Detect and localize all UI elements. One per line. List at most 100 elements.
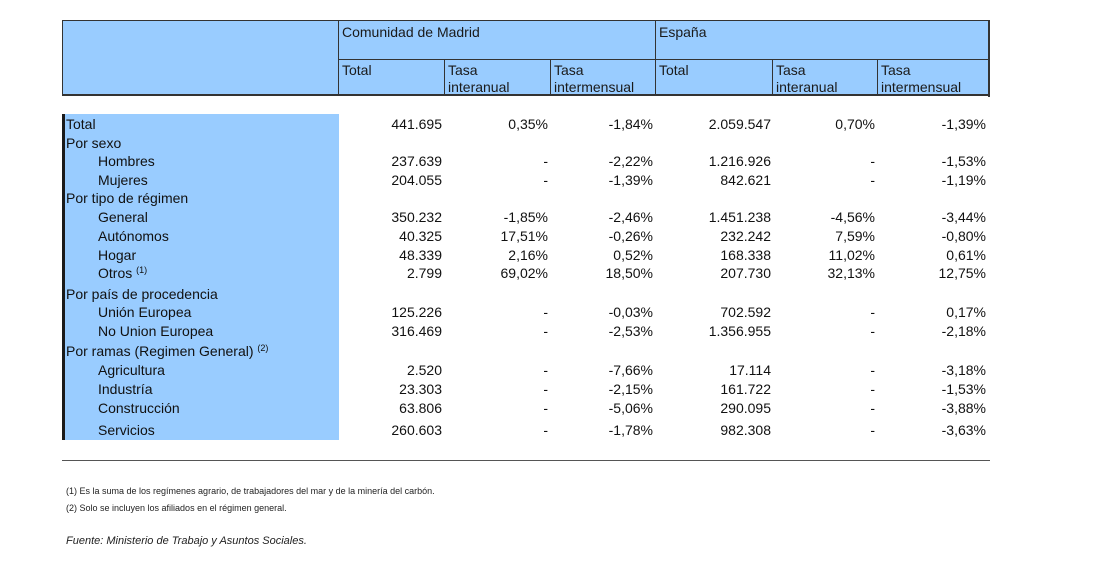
row-label-text: Servicios xyxy=(98,422,155,438)
source-note: Fuente: Ministerio de Trabajo y Asuntos … xyxy=(66,535,307,547)
row-value: 11,02% xyxy=(828,247,875,263)
row-value: -7,66% xyxy=(608,362,653,378)
header-madrid-intermensual-label-2: intermensual xyxy=(554,79,635,95)
row-label: Por sexo xyxy=(66,134,121,152)
header-espana-interanual xyxy=(772,59,878,96)
row-label: Servicios xyxy=(98,421,155,439)
table-row: Por ramas (Regimen General) (2) xyxy=(0,342,1099,360)
row-label-text: Otros xyxy=(98,265,133,281)
row-label: Total xyxy=(66,115,96,133)
row-value: 1.216.926 xyxy=(708,153,771,169)
row-value: -2,46% xyxy=(608,209,653,225)
row-value: 1.451.238 xyxy=(708,209,771,225)
row-value: - xyxy=(870,362,875,378)
table-row: No Union Europea 316.469 - -2,53% 1.356.955 -… xyxy=(0,322,1099,340)
row-value: - xyxy=(870,422,875,438)
footnote-1: (1) Es la suma de los regímenes agrario,… xyxy=(66,486,435,496)
row-label-text: Mujeres xyxy=(98,172,148,188)
row-value: -3,88% xyxy=(941,400,986,416)
row-value: 0,17% xyxy=(946,304,986,320)
row-value: - xyxy=(870,381,875,397)
table-row: Por sexo xyxy=(0,134,1099,152)
header-madrid-group xyxy=(338,20,656,60)
row-value: 702.592 xyxy=(720,304,771,320)
row-value: - xyxy=(543,400,548,416)
header-madrid-interanual-label-1: Tasa xyxy=(448,62,478,78)
row-value: 237.639 xyxy=(391,153,442,169)
row-value: 2.059.547 xyxy=(708,116,771,132)
header-madrid-intermensual-label-1: Tasa xyxy=(554,62,584,78)
header-stub-cell xyxy=(62,20,339,96)
row-value: -1,85% xyxy=(503,209,548,225)
row-label-text: Por sexo xyxy=(66,135,122,151)
row-label-text: Por tipo de régimen xyxy=(66,190,189,206)
header-group-espana: España xyxy=(659,24,707,40)
row-value: 2,16% xyxy=(508,247,548,263)
row-value: -1,78% xyxy=(608,422,653,438)
row-value: - xyxy=(870,172,875,188)
header-espana-total xyxy=(655,59,773,96)
table-row: General 350.232 -1,85% -2,46% 1.451.238 -4,56… xyxy=(0,208,1099,226)
row-value: 0,35% xyxy=(508,116,548,132)
row-value: 2.520 xyxy=(406,362,442,378)
row-value: 0,70% xyxy=(835,116,875,132)
row-value: -3,18% xyxy=(941,362,986,378)
row-label: Por ramas (Regimen General) (2) xyxy=(66,342,268,360)
row-value: 12,75% xyxy=(938,265,986,281)
table-row: Industría 23.303 - -2,15% 161.722 - -1,53% xyxy=(0,380,1099,398)
header-shadow-right xyxy=(988,20,990,97)
footnote-2: (2) Solo se incluyen los afiliados en el… xyxy=(66,503,287,513)
row-label-text: Agricultura xyxy=(98,362,165,378)
row-value: - xyxy=(543,422,548,438)
table-row: Mujeres 204.055 - -1,39% 842.621 - -1,19% xyxy=(0,171,1099,189)
header-espana-total-label: Total xyxy=(659,62,689,78)
header-group-madrid: Comunidad de Madrid xyxy=(342,24,480,40)
row-value: -3,44% xyxy=(941,209,986,225)
row-value: -0,26% xyxy=(608,228,653,244)
row-value: 316.469 xyxy=(391,323,442,339)
row-value: 260.603 xyxy=(391,422,442,438)
row-label-text: Unión Europea xyxy=(98,304,192,320)
row-label: No Union Europea xyxy=(98,322,213,340)
row-value: 69,02% xyxy=(500,265,548,281)
header-espana-interanual-label-1: Tasa xyxy=(776,62,806,78)
row-value: - xyxy=(543,304,548,320)
header-espana-intermensual xyxy=(877,59,990,96)
row-label: Mujeres xyxy=(98,171,148,189)
row-label-text: Hogar xyxy=(98,247,137,263)
row-value: -5,06% xyxy=(608,400,653,416)
row-value: 350.232 xyxy=(391,209,442,225)
table-row: Construcción 63.806 - -5,06% 290.095 - -3,88% xyxy=(0,399,1099,417)
row-value: - xyxy=(870,304,875,320)
row-value: -0,03% xyxy=(608,304,653,320)
row-label: Construcción xyxy=(98,399,180,417)
row-label: General xyxy=(98,208,148,226)
row-value: 207.730 xyxy=(720,265,771,281)
row-value: 17,51% xyxy=(500,228,548,244)
row-label-text: Hombres xyxy=(98,153,155,169)
row-value: -2,15% xyxy=(608,381,653,397)
row-value: 290.095 xyxy=(720,400,771,416)
row-value: 842.621 xyxy=(720,172,771,188)
row-value: 23.303 xyxy=(399,381,442,397)
row-value: 7,59% xyxy=(835,228,875,244)
footnote-marker: (1) xyxy=(136,265,148,275)
row-label: Unión Europea xyxy=(98,303,191,321)
header-madrid-interanual-label-2: interanual xyxy=(448,79,510,95)
table-row: Total 441.695 0,35% -1,84% 2.059.547 0,70% -1,… xyxy=(0,115,1099,133)
row-value: 0,61% xyxy=(946,247,986,263)
table-row: Servicios 260.603 - -1,78% 982.308 - -3,63% xyxy=(0,421,1099,439)
row-value: 18,50% xyxy=(605,265,653,281)
row-value: 2.799 xyxy=(406,265,442,281)
row-value: 168.338 xyxy=(720,247,771,263)
row-value: 982.308 xyxy=(720,422,771,438)
row-value: -0,80% xyxy=(941,228,986,244)
row-label-text: No Union Europea xyxy=(98,323,214,339)
row-value: -1,39% xyxy=(941,116,986,132)
row-label-text: General xyxy=(98,209,148,225)
header-espana-interanual-label-2: interanual xyxy=(776,79,838,95)
row-label: Industría xyxy=(98,380,152,398)
row-value: - xyxy=(543,362,548,378)
table-row: Unión Europea 125.226 - -0,03% 702.592 - 0,17% xyxy=(0,303,1099,321)
row-value: 17.114 xyxy=(729,362,771,378)
